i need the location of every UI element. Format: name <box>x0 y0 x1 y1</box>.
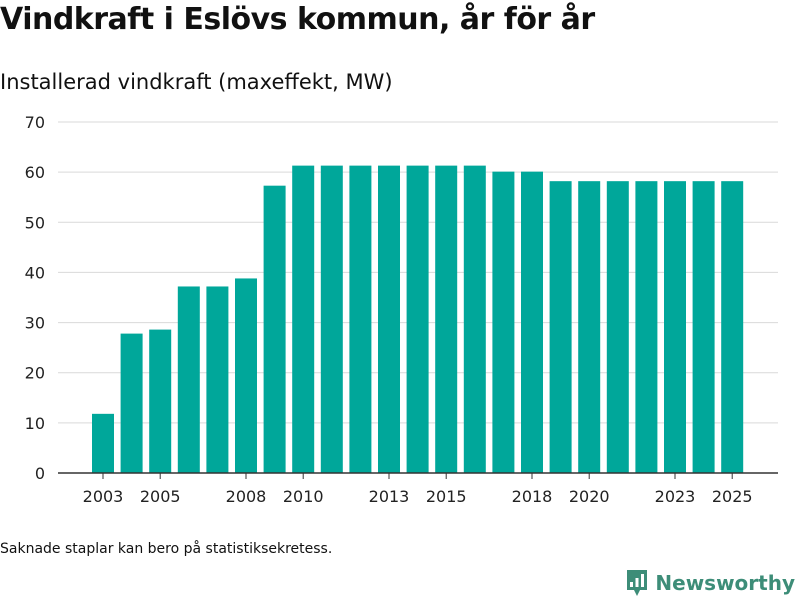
bar-2007 <box>206 286 229 473</box>
y-axis-ticks: 0 10 20 30 40 50 60 70 <box>25 113 45 483</box>
newsworthy-logo-icon <box>627 570 648 596</box>
footnote: Saknade staplar kan bero på statistiksek… <box>0 541 333 557</box>
bar-2011 <box>320 165 343 474</box>
bar-2018 <box>521 171 543 474</box>
bar-2003 <box>92 413 114 473</box>
x-axis-ticks: 2003 2005 2008 2010 2013 2015 2018 2020 2023 2025 <box>83 473 753 506</box>
bar-2005 <box>149 329 172 473</box>
bar-chart: 0 10 20 30 40 50 60 70 2003 2005 2008 2010 2013 2015… <box>25 113 778 506</box>
y-tick-label: 20 <box>25 364 45 383</box>
bar-2015 <box>435 165 458 474</box>
bars <box>92 165 744 474</box>
x-tick-label: 2018 <box>512 487 553 506</box>
bar-2022 <box>635 181 658 473</box>
x-tick-label: 2025 <box>712 487 753 506</box>
y-tick-label: 40 <box>25 263 45 282</box>
bar-2014 <box>406 165 429 474</box>
y-tick-label: 0 <box>35 464 45 483</box>
x-tick-label: 2005 <box>140 487 181 506</box>
bar-2024 <box>692 181 715 473</box>
bar-2012 <box>349 165 372 474</box>
bar-2013 <box>378 165 400 474</box>
brand-logo: Newsworthy <box>625 568 795 598</box>
x-tick-label: 2008 <box>226 487 267 506</box>
bar-2017 <box>492 171 515 474</box>
bar-2025 <box>721 181 744 473</box>
y-tick-label: 70 <box>25 113 45 132</box>
y-tick-label: 10 <box>25 414 45 433</box>
bar-2021 <box>606 181 629 473</box>
bar-2004 <box>120 333 143 473</box>
x-tick-label: 2020 <box>569 487 610 506</box>
y-tick-label: 60 <box>25 163 45 182</box>
x-tick-label: 2023 <box>655 487 696 506</box>
bar-2016 <box>463 165 486 474</box>
bar-2023 <box>664 181 686 473</box>
y-tick-label: 50 <box>25 213 45 232</box>
bar-2009 <box>263 185 286 473</box>
bar-2019 <box>549 181 572 473</box>
bar-2020 <box>578 181 601 473</box>
chart-title: Vindkraft i Eslövs kommun, år för år <box>0 2 595 37</box>
y-tick-label: 30 <box>25 314 45 333</box>
x-tick-label: 2013 <box>369 487 410 506</box>
bar-2010 <box>292 165 315 474</box>
x-tick-label: 2015 <box>426 487 467 506</box>
bar-2008 <box>235 278 257 473</box>
brand-name: Newsworthy <box>655 571 795 595</box>
x-tick-label: 2003 <box>83 487 124 506</box>
x-tick-label: 2010 <box>283 487 324 506</box>
chart-subtitle: Installerad vindkraft (maxeffekt, MW) <box>0 70 393 94</box>
bar-2006 <box>177 286 200 473</box>
